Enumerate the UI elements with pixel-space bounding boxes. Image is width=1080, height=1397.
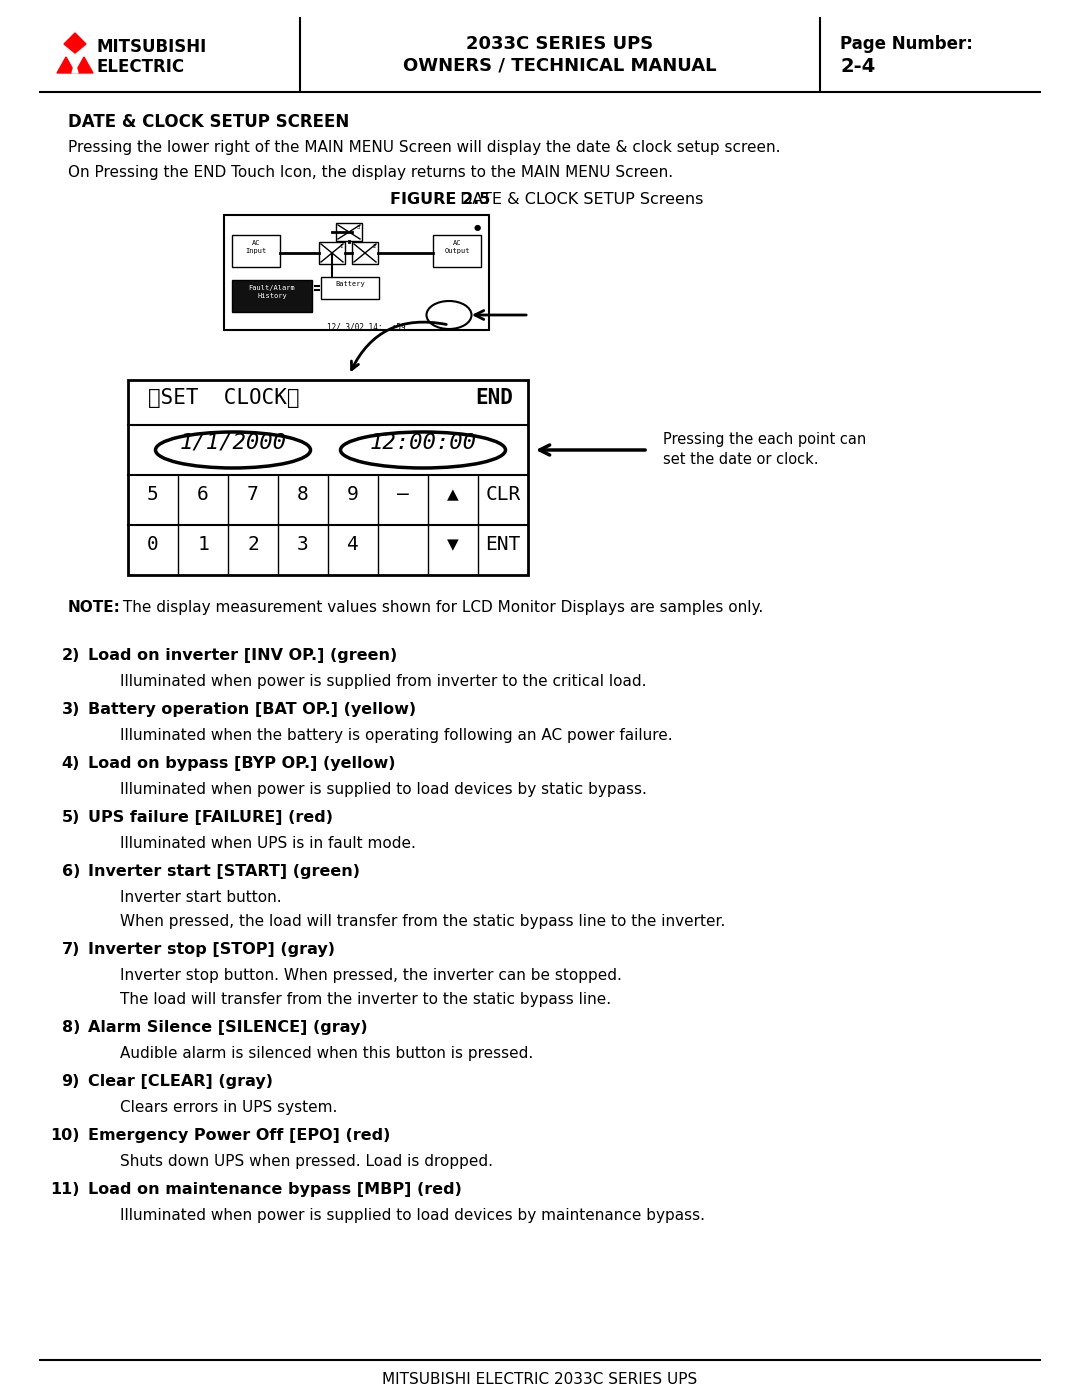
Text: 9): 9): [62, 1074, 80, 1090]
Text: 7: 7: [247, 485, 259, 504]
Text: Clears errors in UPS system.: Clears errors in UPS system.: [120, 1099, 337, 1115]
FancyBboxPatch shape: [433, 235, 481, 267]
Text: 2-4: 2-4: [840, 57, 875, 75]
Text: Illuminated when power is supplied to load devices by static bypass.: Illuminated when power is supplied to lo…: [120, 782, 647, 798]
Polygon shape: [75, 57, 93, 73]
Text: The display measurement values shown for LCD Monitor Displays are samples only.: The display measurement values shown for…: [118, 599, 764, 615]
FancyBboxPatch shape: [224, 215, 489, 330]
Text: Battery: Battery: [335, 281, 365, 286]
Text: 4: 4: [347, 535, 359, 555]
Text: 1/1/2000: 1/1/2000: [179, 433, 286, 453]
Text: 12/ 3/02 14:  :59: 12/ 3/02 14: :59: [326, 321, 405, 331]
Text: CLR: CLR: [485, 485, 521, 504]
Text: Audible alarm is silenced when this button is pressed.: Audible alarm is silenced when this butt…: [120, 1046, 534, 1060]
Text: set the date or clock.: set the date or clock.: [663, 453, 819, 467]
Text: On Pressing the END Touch Icon, the display returns to the MAIN MENU Screen.: On Pressing the END Touch Icon, the disp…: [68, 165, 673, 180]
Text: 2033C SERIES UPS: 2033C SERIES UPS: [467, 35, 653, 53]
Text: AC
Output: AC Output: [444, 240, 470, 253]
Text: 5: 5: [147, 485, 159, 504]
Text: FIGURE 2.5: FIGURE 2.5: [390, 191, 490, 207]
Text: 1: 1: [198, 535, 208, 555]
Text: Inverter start [START] (green): Inverter start [START] (green): [87, 863, 360, 879]
Text: 2: 2: [373, 244, 376, 249]
Text: UPS failure [FAILURE] (red): UPS failure [FAILURE] (red): [87, 810, 333, 826]
Text: ▼: ▼: [447, 535, 459, 555]
Text: Illuminated when UPS is in fault mode.: Illuminated when UPS is in fault mode.: [120, 835, 416, 851]
Text: DATE & CLOCK SETUP SCREEN: DATE & CLOCK SETUP SCREEN: [68, 113, 349, 131]
Text: Illuminated when power is supplied to load devices by maintenance bypass.: Illuminated when power is supplied to lo…: [120, 1208, 705, 1222]
Text: –: –: [397, 485, 409, 504]
Text: 6): 6): [62, 863, 80, 879]
Text: 11): 11): [51, 1182, 80, 1197]
Text: Battery operation [BAT OP.] (yellow): Battery operation [BAT OP.] (yellow): [87, 703, 416, 717]
Text: MITSUBISHI ELECTRIC 2033C SERIES UPS: MITSUBISHI ELECTRIC 2033C SERIES UPS: [382, 1372, 698, 1387]
Text: ENT: ENT: [485, 535, 521, 555]
Text: Inverter start button.: Inverter start button.: [120, 890, 282, 905]
Text: 9: 9: [347, 485, 359, 504]
Text: 8): 8): [62, 1020, 80, 1035]
FancyBboxPatch shape: [321, 277, 379, 299]
Text: Fault/Alarm
History: Fault/Alarm History: [248, 285, 295, 299]
Text: 10): 10): [51, 1127, 80, 1143]
Polygon shape: [57, 57, 75, 73]
Text: Clear [CLEAR] (gray): Clear [CLEAR] (gray): [87, 1074, 273, 1090]
Text: Alarm Silence [SILENCE] (gray): Alarm Silence [SILENCE] (gray): [87, 1020, 367, 1035]
Text: MITSUBISHI: MITSUBISHI: [97, 38, 207, 56]
Text: Load on bypass [BYP OP.] (yellow): Load on bypass [BYP OP.] (yellow): [87, 756, 395, 771]
Text: Shuts down UPS when pressed. Load is dropped.: Shuts down UPS when pressed. Load is dro…: [120, 1154, 492, 1169]
Text: END: END: [475, 388, 513, 408]
Text: OWNERS / TECHNICAL MANUAL: OWNERS / TECHNICAL MANUAL: [403, 57, 717, 75]
Text: NOTE:: NOTE:: [68, 599, 121, 615]
Text: 8: 8: [297, 485, 309, 504]
Text: The load will transfer from the inverter to the static bypass line.: The load will transfer from the inverter…: [120, 992, 611, 1007]
Text: 6: 6: [198, 485, 208, 504]
Text: DATE & CLOCK SETUP Screens: DATE & CLOCK SETUP Screens: [455, 191, 703, 207]
FancyBboxPatch shape: [232, 279, 312, 312]
Text: Page Number:: Page Number:: [840, 35, 973, 53]
FancyBboxPatch shape: [232, 235, 280, 267]
Text: 2: 2: [247, 535, 259, 555]
Text: Pressing the lower right of the MAIN MENU Screen will display the date & clock s: Pressing the lower right of the MAIN MEN…: [68, 140, 781, 155]
Text: 1: 1: [339, 244, 343, 249]
Text: Illuminated when the battery is operating following an AC power failure.: Illuminated when the battery is operatin…: [120, 728, 673, 743]
Text: ELECTRIC: ELECTRIC: [97, 59, 185, 75]
FancyBboxPatch shape: [319, 242, 345, 264]
Text: Load on maintenance bypass [MBP] (red): Load on maintenance bypass [MBP] (red): [87, 1182, 462, 1197]
Text: 0: 0: [147, 535, 159, 555]
Text: Load on inverter [INV OP.] (green): Load on inverter [INV OP.] (green): [87, 648, 397, 664]
Polygon shape: [64, 34, 86, 53]
Text: 12:00:00: 12:00:00: [369, 433, 476, 453]
Text: Illuminated when power is supplied from inverter to the critical load.: Illuminated when power is supplied from …: [120, 673, 647, 689]
FancyBboxPatch shape: [336, 224, 362, 242]
Text: 2): 2): [62, 648, 80, 664]
Text: ▲: ▲: [447, 485, 459, 504]
Text: 5): 5): [62, 810, 80, 826]
Polygon shape: [72, 63, 78, 73]
Text: Inverter stop [STOP] (gray): Inverter stop [STOP] (gray): [87, 942, 335, 957]
Text: 3): 3): [62, 703, 80, 717]
Text: 4): 4): [62, 756, 80, 771]
FancyBboxPatch shape: [352, 242, 378, 264]
Text: Pressing the each point can: Pressing the each point can: [663, 432, 866, 447]
Text: 3: 3: [297, 535, 309, 555]
Text: 【SET  CLOCK】: 【SET CLOCK】: [148, 388, 299, 408]
Text: When pressed, the load will transfer from the static bypass line to the inverter: When pressed, the load will transfer fro…: [120, 914, 726, 929]
Text: AC
Input: AC Input: [245, 240, 267, 253]
Text: Emergency Power Off [EPO] (red): Emergency Power Off [EPO] (red): [87, 1127, 390, 1143]
Text: ●: ●: [473, 224, 481, 232]
Text: Inverter stop button. When pressed, the inverter can be stopped.: Inverter stop button. When pressed, the …: [120, 968, 622, 983]
Text: 3: 3: [356, 225, 360, 231]
FancyBboxPatch shape: [129, 380, 528, 576]
Text: 7): 7): [62, 942, 80, 957]
